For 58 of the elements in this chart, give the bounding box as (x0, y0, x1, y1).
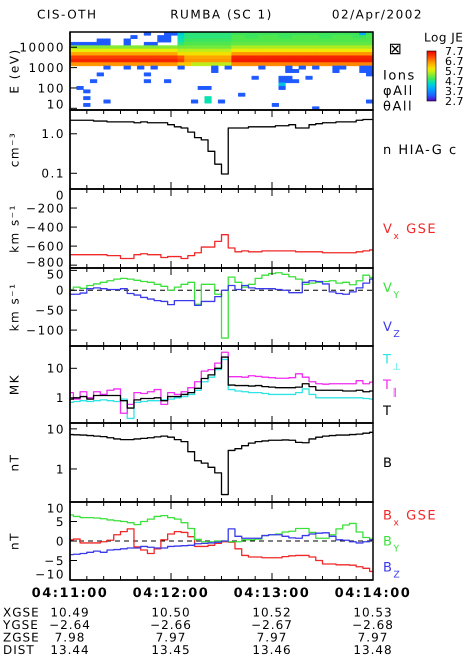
text: T$_{⊥}$ (382, 352, 402, 372)
text: CIS-OTH (37, 7, 98, 22)
y-tick-label: −50 (35, 304, 65, 318)
series-label: B$_{Y}$ (383, 534, 401, 554)
y-tick-label: −400 (26, 220, 65, 234)
y-tick-label: 10 (46, 501, 65, 516)
x-tick-label: 04:12:00 (132, 586, 210, 601)
y-tick-label: 100 (38, 81, 65, 96)
y-tick-label: −10 (35, 567, 65, 582)
x-tick-label: 04:11:00 (32, 586, 108, 601)
series-label: B (383, 456, 394, 472)
y-axis-title: km s⁻¹ (7, 282, 22, 332)
text: Ions (383, 68, 416, 84)
series-label: n HIA-G c (383, 143, 458, 158)
y-axis-title: MK (7, 374, 22, 396)
y-tick-label: 5 (56, 514, 65, 529)
y-tick-label: −600 (26, 239, 65, 254)
text: YGSE −2.64 −2.66 −2.67 −2.68 (3, 618, 394, 632)
y-tick-label: 50 (46, 267, 65, 282)
text: B$_{x}$ GSE (383, 508, 438, 528)
y-tick-label: −800 (26, 255, 65, 270)
y-tick-label: 10 (46, 97, 65, 112)
y-tick-label: 10 (46, 362, 65, 376)
series-label: V$_{Y}$ (383, 281, 401, 301)
y-tick-label: 1 (56, 462, 65, 476)
x-tick-label: 04:14:00 (334, 586, 412, 601)
text: XGSE 10.49 10.50 10.52 10.53 (3, 605, 393, 620)
text: ⊠ (388, 38, 404, 58)
series-label: T (382, 404, 392, 419)
series-label: V$_{x}$ GSE (383, 222, 438, 242)
y-axis-title: cm⁻³ (7, 132, 22, 168)
y-tick-label: 0 (56, 284, 65, 298)
y-tick-label: 10000 (19, 40, 65, 55)
y-tick-label: 0 (56, 188, 65, 202)
y-tick-label: 0 (56, 534, 65, 548)
x-tick-label: 04:13:00 (234, 586, 310, 601)
y-tick-label: 1.0 (41, 127, 65, 142)
y-tick-label: 1 (56, 391, 65, 406)
y-tick-label: 0.1 (41, 166, 65, 181)
text: 02/Apr/2002 (332, 7, 423, 22)
text: θAll (383, 100, 414, 115)
y-tick-label: −100 (26, 323, 65, 338)
y-axis-title: E (eV) (7, 48, 22, 94)
text: V$_{Z}$ (383, 320, 402, 340)
text: ZGSE 7.98 7.97 7.97 7.97 (3, 630, 388, 645)
series-label: B$_{Z}$ (383, 560, 402, 580)
y-tick-label: −200 (26, 201, 65, 216)
y-axis-title: nT (7, 532, 22, 550)
y-axis-title: km s⁻¹ (7, 204, 22, 253)
y-tick-label: 1000 (28, 60, 65, 75)
y-tick-label: 10 (46, 422, 65, 436)
y-tick-label: −5 (44, 554, 65, 568)
text: DIST 13.44 13.45 13.46 13.48 (3, 643, 393, 658)
y-axis-title: nT (7, 454, 22, 472)
chart-title: RUMBA (SC 1) (170, 7, 273, 22)
series-label: T$_{∥}$ (382, 378, 399, 398)
text: φAll (383, 84, 414, 100)
color-bar-title: Log JE (424, 30, 464, 44)
